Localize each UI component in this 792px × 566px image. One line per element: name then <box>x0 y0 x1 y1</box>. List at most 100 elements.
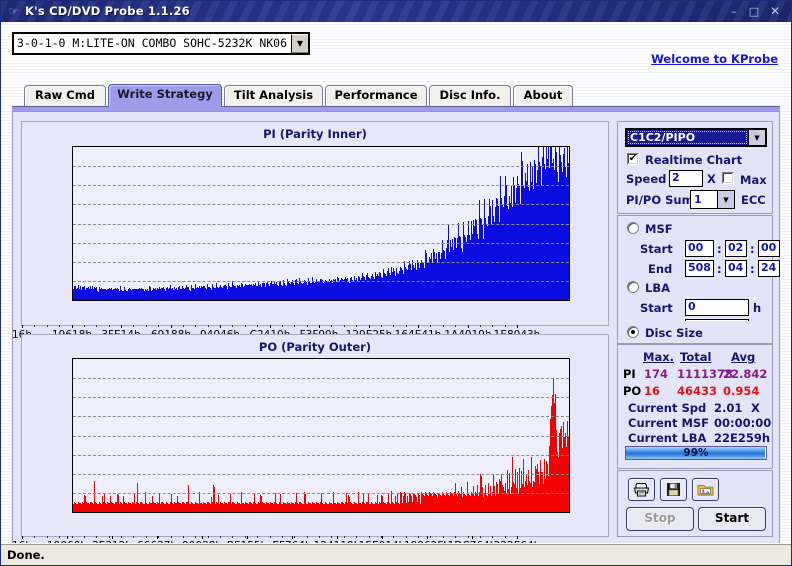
speed-input[interactable]: 2 <box>669 170 703 187</box>
pipo-sum-label: PI/PO Sum <box>626 193 694 207</box>
msf-start-sec[interactable]: 02 <box>725 240 747 257</box>
disc-size-radio[interactable] <box>627 326 639 338</box>
x-tick-major <box>157 536 158 539</box>
x-tick <box>492 325 493 327</box>
gridline <box>73 243 569 244</box>
y-tick-label: 16 <box>569 358 570 364</box>
drive-select[interactable]: 3-0-1-0 M:LITE-ON COMBO SOHC-5232K NK06 … <box>12 32 310 55</box>
tab-about[interactable]: About <box>513 85 573 106</box>
save-image-button[interactable] <box>692 478 719 501</box>
x-tick-major <box>517 325 518 328</box>
disc-size-label: Disc Size <box>645 326 703 340</box>
gridline <box>73 493 569 494</box>
pipo-sum-select[interactable]: 1 ▼ <box>690 190 735 209</box>
y-axis: 0 0 20 20 40 40 60 60 80 80 100 100 120 120 140 140 160 1… <box>73 147 569 300</box>
y-tick <box>569 397 570 398</box>
maximize-button[interactable]: □ <box>748 5 760 18</box>
y-tick-label: 20 <box>569 276 570 286</box>
gridline <box>73 185 569 186</box>
po-plot-area: 0 0 2 2 4 4 6 6 8 8 10 10 12 12 14 14 16 16 <box>72 358 570 513</box>
x-tick <box>84 325 85 327</box>
stop-button[interactable]: Stop <box>626 507 694 531</box>
chevron-down-icon[interactable]: ▼ <box>291 34 308 53</box>
pi-plot-area: 0 0 20 20 40 40 60 60 80 80 100 100 120 120 140 140 160 1… <box>72 146 570 301</box>
x-tick-major <box>369 325 370 328</box>
msf-radio[interactable] <box>627 222 639 234</box>
max-speed-checkbox[interactable] <box>722 172 734 184</box>
y-tick-label: 16 <box>72 358 73 364</box>
y-tick-label: 2 <box>72 488 73 498</box>
minimize-button[interactable]: – <box>731 5 737 18</box>
stats-header-max: Max. <box>643 350 674 364</box>
lba-start-input[interactable]: 0 <box>685 299 749 316</box>
lba-radio[interactable] <box>627 281 639 293</box>
y-tick <box>569 147 570 148</box>
chevron-down-icon[interactable]: ▼ <box>748 130 765 145</box>
x-tick <box>294 325 295 327</box>
x-tick <box>84 536 85 538</box>
start-button[interactable]: Start <box>698 507 766 531</box>
y-tick-label: 80 <box>569 219 570 229</box>
tab-label: Disc Info. <box>439 88 501 102</box>
y-tick-label: 40 <box>569 257 570 267</box>
x-tick <box>146 536 147 538</box>
y-tick <box>569 378 570 379</box>
y-tick <box>569 300 570 301</box>
save-button[interactable] <box>660 478 687 501</box>
x-tick-major <box>67 536 68 539</box>
print-button[interactable] <box>628 478 655 501</box>
scan-type-value: C1C2/PIPO <box>627 130 748 145</box>
y-tick-label: 14 <box>72 373 73 383</box>
welcome-link[interactable]: Welcome to KProbe <box>651 52 778 66</box>
tab-disc-info[interactable]: Disc Info. <box>429 85 511 106</box>
tab-underline <box>12 106 780 111</box>
msf-end-min[interactable]: 508 <box>685 260 714 277</box>
x-tick <box>344 536 345 538</box>
x-tick <box>430 536 431 538</box>
x-tick <box>381 536 382 538</box>
x-tick <box>133 325 134 327</box>
y-tick <box>569 416 570 417</box>
msf-end-label: End <box>648 262 673 276</box>
msf-start-frm[interactable]: 00 <box>758 240 780 257</box>
x-tick <box>34 536 35 538</box>
y-tick-label: 20 <box>72 276 73 286</box>
scan-type-select[interactable]: C1C2/PIPO ▼ <box>625 128 767 147</box>
realtime-chart-checkbox[interactable]: ✔ <box>627 153 639 165</box>
y-tick-label: 100 <box>569 199 570 209</box>
x-tick <box>109 536 110 538</box>
x-tick <box>96 325 97 327</box>
tab-performance[interactable]: Performance <box>325 85 427 106</box>
x-tick <box>72 536 73 538</box>
x-tick <box>257 536 258 538</box>
tab-write-strategy[interactable]: Write Strategy <box>108 84 222 107</box>
speed-unit: X <box>707 172 716 186</box>
msf-end-sec[interactable]: 04 <box>725 260 747 277</box>
x-tick-major <box>112 536 113 539</box>
x-tick <box>146 325 147 327</box>
x-tick <box>480 325 481 327</box>
stats-header-total: Total <box>680 350 712 364</box>
x-tick-major <box>171 325 172 328</box>
tab-raw-cmd[interactable]: Raw Cmd <box>24 85 106 106</box>
msf-end-frm[interactable]: 24 <box>758 260 780 277</box>
x-tick <box>406 325 407 327</box>
msf-start-min[interactable]: 00 <box>685 240 714 257</box>
x-tick <box>34 325 35 327</box>
statistics-group: Max. Total Avg PI 174 1111378 22.842 PO … <box>617 344 773 469</box>
chevron-down-icon[interactable]: ▼ <box>717 191 734 208</box>
x-tick <box>158 325 159 327</box>
close-button[interactable]: ✕ <box>769 4 781 18</box>
x-tick <box>195 536 196 538</box>
x-tick <box>393 536 394 538</box>
gridline <box>73 436 569 437</box>
stats-po-total: 46433 <box>677 384 718 398</box>
stats-row-label-pi: PI <box>623 367 636 381</box>
tab-tilt-analysis[interactable]: Tilt Analysis <box>224 85 323 106</box>
x-tick <box>282 536 283 538</box>
disc-size-group: Disc Size <box>617 321 773 344</box>
pi-chart-title: PI (Parity Inner) <box>263 127 367 141</box>
y-tick-label: 12 <box>569 392 570 402</box>
client-area: 3-0-1-0 M:LITE-ON COMBO SOHC-5232K NK06 … <box>1 22 791 565</box>
